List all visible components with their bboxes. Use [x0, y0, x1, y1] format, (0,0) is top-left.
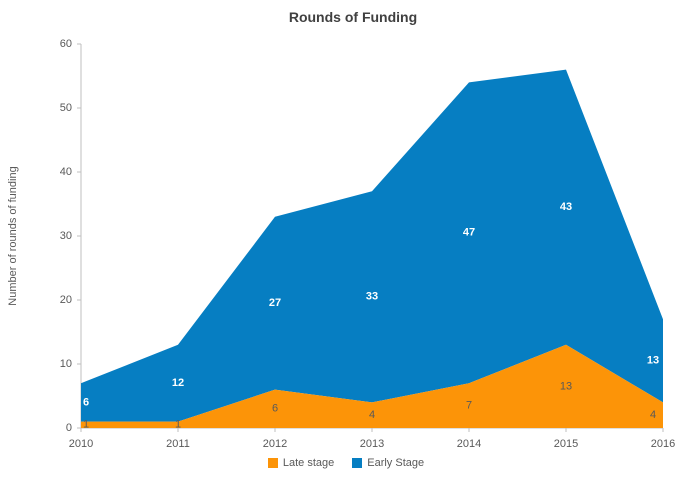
early-stage-data-label: 6 — [83, 396, 89, 408]
legend-swatch-late-stage — [267, 458, 278, 468]
legend-item-early-stage: Early Stage — [352, 457, 424, 469]
x-tick-label: 2013 — [360, 438, 384, 450]
late-stage-data-label: 4 — [369, 409, 375, 421]
legend-item-late-stage: Late stage — [267, 457, 335, 469]
x-tick-label: 2014 — [457, 438, 481, 450]
y-tick-label: 20 — [60, 294, 72, 306]
legend-label-early-stage: Early Stage — [367, 457, 425, 469]
y-axis-title: Number of rounds of funding — [7, 166, 19, 305]
legend: Late stage Early Stage — [0, 457, 692, 469]
late-stage-data-label: 4 — [650, 409, 656, 421]
late-stage-data-label: 13 — [560, 380, 572, 392]
early-stage-data-label: 33 — [366, 291, 378, 303]
late-stage-data-label: 7 — [466, 400, 472, 412]
y-tick-label: 60 — [60, 38, 72, 50]
chart-title: Rounds of Funding — [288, 9, 418, 25]
early-stage-data-label: 27 — [269, 297, 281, 309]
late-stage-data-label: 6 — [272, 403, 278, 415]
y-tick-label: 40 — [60, 166, 72, 178]
late-stage-data-label: 1 — [83, 419, 89, 431]
x-tick-label: 2015 — [554, 438, 578, 450]
early-stage-data-label: 43 — [560, 201, 572, 213]
x-tick-label: 2010 — [69, 438, 93, 450]
x-tick-label: 2011 — [166, 438, 190, 450]
legend-label-late-stage: Late stage — [282, 457, 335, 469]
late-stage-data-label: 1 — [175, 419, 181, 431]
late-stage-area — [81, 344, 663, 428]
early-stage-data-label: 12 — [172, 377, 184, 389]
early-stage-data-label: 13 — [647, 355, 659, 367]
early-stage-area — [81, 69, 663, 422]
x-tick-label: 2016 — [651, 438, 675, 450]
y-tick-label: 10 — [60, 358, 72, 370]
y-tick-label: 0 — [66, 422, 72, 434]
early-stage-data-label: 47 — [463, 227, 475, 239]
y-tick-label: 50 — [60, 102, 72, 114]
y-tick-label: 30 — [60, 230, 72, 242]
legend-swatch-early-stage — [352, 458, 363, 468]
x-tick-label: 2012 — [263, 438, 287, 450]
